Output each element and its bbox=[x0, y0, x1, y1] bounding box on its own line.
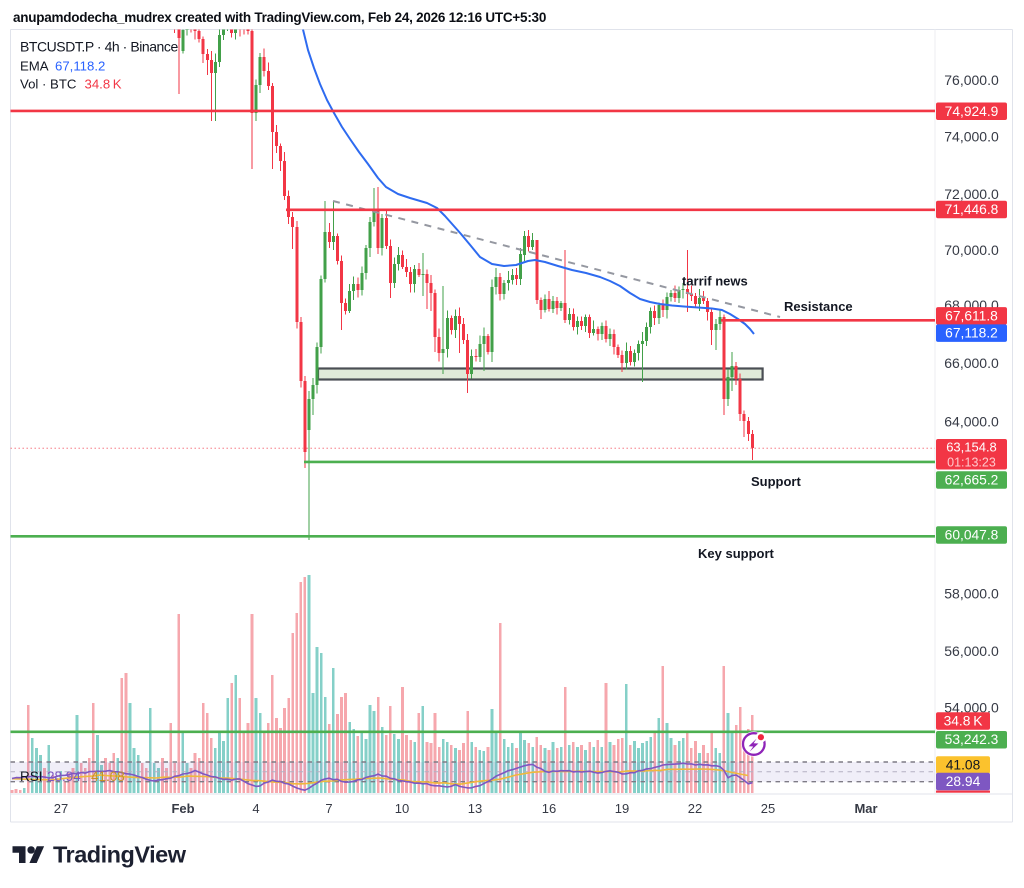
svg-text:01:13:23: 01:13:23 bbox=[947, 455, 996, 469]
svg-text:Resistance: Resistance bbox=[784, 299, 853, 314]
svg-text:67,611.8: 67,611.8 bbox=[945, 308, 998, 323]
svg-text:25: 25 bbox=[761, 801, 775, 816]
svg-text:13: 13 bbox=[468, 801, 482, 816]
svg-text:54,000.0: 54,000.0 bbox=[944, 699, 999, 715]
svg-text:tarrif news: tarrif news bbox=[682, 274, 748, 289]
svg-text:RSI: RSI bbox=[20, 769, 43, 784]
svg-text:74,000.0: 74,000.0 bbox=[944, 128, 999, 144]
svg-text:22: 22 bbox=[688, 801, 702, 816]
svg-text:70,000.0: 70,000.0 bbox=[944, 242, 999, 258]
svg-text:Vol · BTC: Vol · BTC bbox=[20, 77, 77, 92]
svg-text:28.94: 28.94 bbox=[946, 774, 981, 789]
svg-text:EMA: EMA bbox=[20, 59, 49, 74]
svg-text:28.94: 28.94 bbox=[47, 769, 81, 784]
svg-text:58,000.0: 58,000.0 bbox=[944, 585, 999, 601]
svg-text:10: 10 bbox=[395, 801, 409, 816]
svg-text:BTCUSDT.P · 4h · Binance: BTCUSDT.P · 4h · Binance bbox=[20, 39, 178, 55]
svg-text:34.8 K: 34.8 K bbox=[85, 77, 122, 92]
svg-text:41.08: 41.08 bbox=[946, 758, 981, 773]
svg-text:27: 27 bbox=[54, 801, 68, 816]
svg-text:41.08: 41.08 bbox=[91, 769, 125, 784]
svg-text:60,047.8: 60,047.8 bbox=[945, 528, 999, 543]
svg-text:Mar: Mar bbox=[854, 801, 877, 816]
svg-text:Key support: Key support bbox=[698, 546, 775, 561]
svg-text:34.8 K: 34.8 K bbox=[944, 714, 984, 729]
svg-text:66,000.0: 66,000.0 bbox=[944, 355, 999, 371]
svg-text:Feb: Feb bbox=[171, 801, 194, 816]
svg-text:67,118.2: 67,118.2 bbox=[55, 59, 105, 74]
svg-text:TradingView: TradingView bbox=[53, 842, 187, 868]
svg-text:7: 7 bbox=[325, 801, 332, 816]
svg-text:67,118.2: 67,118.2 bbox=[945, 326, 998, 341]
svg-text:71,446.8: 71,446.8 bbox=[945, 202, 999, 217]
svg-text:62,665.2: 62,665.2 bbox=[945, 473, 999, 488]
svg-text:anupamdodecha_mudrex created w: anupamdodecha_mudrex created with Tradin… bbox=[13, 10, 546, 25]
svg-text:56,000.0: 56,000.0 bbox=[944, 643, 999, 659]
svg-text:72,000.0: 72,000.0 bbox=[944, 186, 999, 202]
svg-text:63,154.8: 63,154.8 bbox=[946, 440, 997, 455]
svg-text:53,242.3: 53,242.3 bbox=[945, 732, 999, 747]
svg-text:16: 16 bbox=[542, 801, 556, 816]
svg-text:74,924.9: 74,924.9 bbox=[945, 104, 999, 119]
svg-text:Support: Support bbox=[751, 474, 801, 489]
svg-text:76,000.0: 76,000.0 bbox=[944, 72, 999, 88]
svg-text:19: 19 bbox=[615, 801, 629, 816]
svg-text:4: 4 bbox=[252, 801, 259, 816]
svg-text:64,000.0: 64,000.0 bbox=[944, 413, 999, 429]
